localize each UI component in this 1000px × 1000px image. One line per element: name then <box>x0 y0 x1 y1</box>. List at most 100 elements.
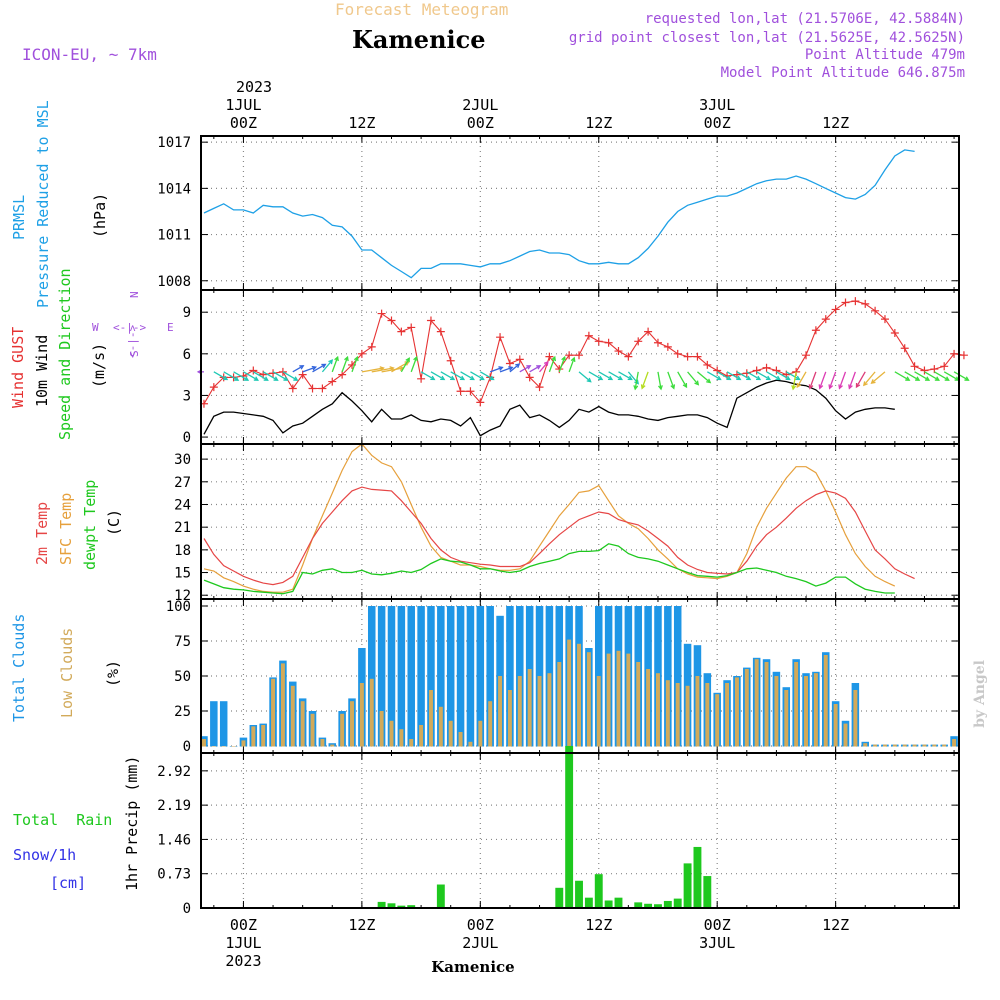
wind-arrow-shaft <box>776 371 790 381</box>
low-cloud-bar <box>389 720 394 747</box>
low-cloud-bar <box>892 744 897 747</box>
wind-arrow-shaft <box>934 371 950 381</box>
wind-arrow-head <box>706 378 712 384</box>
wind-arrow <box>706 371 722 381</box>
wind-arrow <box>519 365 532 373</box>
rain-bar <box>683 863 692 908</box>
wind-arrow-shaft <box>634 371 639 390</box>
wind-arrow <box>420 371 436 381</box>
gust-marker <box>377 309 386 318</box>
low-cloud-bar <box>902 744 907 747</box>
rain-bar <box>377 901 386 908</box>
gust-marker <box>930 365 939 374</box>
wind-arrow <box>697 371 712 384</box>
total-cloud-bar <box>466 606 475 747</box>
wind-ytick-label: 9 <box>183 305 191 321</box>
low-cloud-bar <box>399 729 404 747</box>
total-cloud-bar <box>506 606 514 747</box>
precip-ytick-label: 1.46 <box>157 832 191 848</box>
wind-arrow <box>292 365 305 373</box>
wind-arrow-head <box>838 384 843 390</box>
wind-arrow <box>677 371 688 389</box>
wind-arrow-head <box>223 375 229 381</box>
rain-bar <box>594 874 603 908</box>
location-title: Kamenice <box>352 25 486 54</box>
wind-arrow-head <box>617 375 624 381</box>
pressure-unit: (hPa) <box>91 193 109 238</box>
prmsl-line <box>203 149 915 279</box>
precip-panel-labels: Total Rain Snow/1h [cm] 1hr Precip (mm) <box>13 756 141 892</box>
wind-arrow-shaft <box>529 365 541 373</box>
wind-arrow <box>828 371 837 390</box>
temperature-ytick-label: 21 <box>174 520 191 536</box>
rose-arrows-h: <-|-> <box>113 321 146 334</box>
gust-marker <box>703 360 712 369</box>
precip-snow-label: Snow/1h <box>13 846 76 864</box>
wind-arrow-head <box>808 384 814 390</box>
wind-arrow-shaft <box>756 371 771 381</box>
product-title: Forecast Meteogram <box>335 0 508 19</box>
wind-arrow <box>430 371 446 381</box>
wind-arrow-shaft <box>829 371 837 389</box>
low-cloud-bar <box>419 725 424 747</box>
low-cloud-bar <box>221 746 226 747</box>
wind-arrow-head <box>726 375 732 381</box>
precip-panel: 0 0.73 1.46 2.19 2.92 <box>157 745 960 917</box>
wind-arrow-shaft <box>479 371 494 381</box>
wind-arrow-shaft <box>223 371 239 381</box>
wind-arrow-shaft <box>331 356 339 373</box>
wind-arrow-head <box>670 384 676 390</box>
wind-arrow <box>838 371 847 390</box>
top-day-label: 3JUL <box>699 96 735 114</box>
wind-arrow-shaft <box>499 366 513 373</box>
low-cloud-bar <box>231 746 236 747</box>
cloud-low-label: Low Clouds <box>58 628 76 718</box>
wind-arrow-shaft <box>282 371 298 381</box>
wind-arrow-shaft <box>400 357 410 373</box>
wind-arrow-shaft <box>785 371 800 381</box>
wind-arrow <box>331 355 339 373</box>
wind-arrow-shaft <box>914 371 930 381</box>
wind-arrow-shaft <box>351 356 358 373</box>
gust-marker <box>476 398 485 407</box>
wind-arrow-head <box>450 375 456 381</box>
low-cloud-bar <box>567 639 572 747</box>
total-cloud-bar <box>367 606 376 747</box>
gust-marker <box>713 366 722 375</box>
wind-arrow-shaft <box>272 371 288 381</box>
temperature-ytick-label: 18 <box>174 543 191 559</box>
gust-marker <box>940 362 949 371</box>
wind-arrow <box>618 371 633 381</box>
low-cloud-bar <box>922 744 927 747</box>
wind-unit: (m/s) <box>90 343 108 388</box>
low-cloud-bar <box>458 732 463 747</box>
wind-arrow <box>489 366 504 373</box>
rain-bar <box>555 887 564 908</box>
low-cloud-bar <box>320 739 325 747</box>
low-cloud-bar <box>241 740 246 747</box>
low-cloud-bar <box>715 694 720 747</box>
wind-arrow <box>262 371 279 381</box>
low-cloud-bar <box>537 676 542 747</box>
precip-unit: 1hr Precip (mm) <box>123 756 141 891</box>
wind-arrow <box>213 371 229 381</box>
wind-arrow-head <box>634 379 640 385</box>
watermark: by Angel <box>972 660 988 728</box>
gust-marker <box>920 366 929 375</box>
wind-arrow-shaft <box>667 371 675 389</box>
wind-arrow-shaft <box>706 371 721 381</box>
gust-marker <box>802 351 811 360</box>
top-hour-label: 00Z <box>230 114 257 132</box>
wind-arrow <box>529 365 542 373</box>
pressure-ytick-label: 1017 <box>157 135 191 151</box>
gust-marker <box>338 370 347 379</box>
gust-marker <box>249 366 258 375</box>
total-cloud-bar <box>446 606 455 747</box>
wind-arrow-head <box>736 375 742 381</box>
gust-marker <box>950 349 959 358</box>
clouds-panel: 0 25 50 75 100 <box>166 598 960 755</box>
wind-arrow-shaft <box>302 366 316 373</box>
rain-bar <box>644 903 653 908</box>
low-cloud-bar <box>725 683 730 747</box>
